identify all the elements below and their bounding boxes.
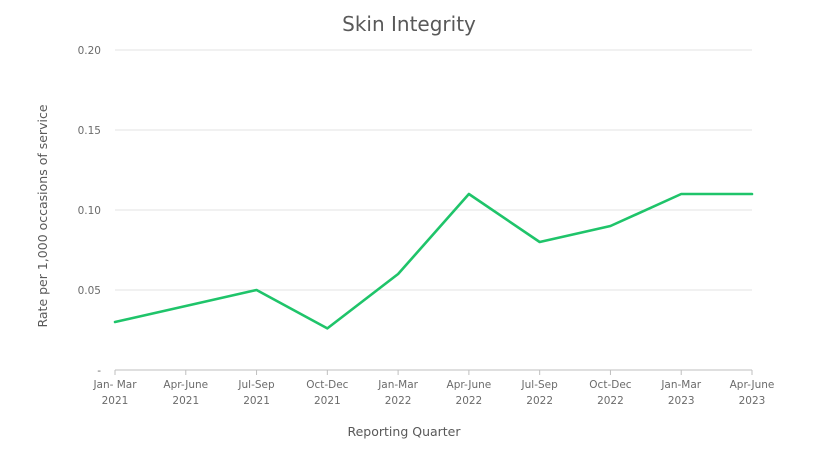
y-tick-label: 0.05 bbox=[78, 285, 101, 297]
y-axis-ticks: - 0.05 0.10 0.15 0.20 bbox=[78, 45, 102, 377]
x-tick-year: 2022 bbox=[456, 395, 483, 407]
data-point bbox=[325, 326, 329, 330]
x-tick-label: Jan-Mar 2022 bbox=[377, 379, 418, 407]
series-line bbox=[113, 192, 754, 330]
x-tick-label: Jan-Mar 2023 bbox=[660, 379, 701, 407]
data-point bbox=[396, 272, 400, 276]
x-tick-quarter: Apr-June bbox=[730, 379, 775, 391]
data-point bbox=[255, 288, 259, 292]
x-tick-year: 2021 bbox=[243, 395, 270, 407]
x-tick-quarter: Oct-Dec bbox=[306, 379, 348, 391]
x-tick-label: Jan- Mar 2021 bbox=[92, 379, 137, 407]
x-tick-quarter: Apr-June bbox=[447, 379, 492, 391]
x-tick-label: Apr-June 2023 bbox=[730, 379, 775, 407]
data-point bbox=[467, 192, 471, 196]
x-tick-quarter: Jul-Sep bbox=[521, 379, 559, 391]
x-tick-quarter: Oct-Dec bbox=[589, 379, 631, 391]
data-point bbox=[750, 192, 754, 196]
x-tick-label: Jul-Sep 2021 bbox=[237, 379, 275, 407]
x-tick-quarter: Jul-Sep bbox=[237, 379, 275, 391]
data-point bbox=[113, 320, 117, 324]
x-tick-year: 2023 bbox=[668, 395, 695, 407]
data-point bbox=[538, 240, 542, 244]
x-tick-year: 2021 bbox=[314, 395, 341, 407]
y-tick-label: 0.20 bbox=[78, 45, 101, 57]
data-point bbox=[608, 224, 612, 228]
x-tick-year: 2021 bbox=[172, 395, 199, 407]
y-tick-label: 0.10 bbox=[78, 205, 101, 217]
x-tick-year: 2023 bbox=[739, 395, 766, 407]
y-axis-label: Rate per 1,000 occasions of service bbox=[35, 104, 50, 327]
x-tick-quarter: Apr-June bbox=[163, 379, 208, 391]
series-layer bbox=[113, 192, 754, 330]
x-tick-quarter: Jan- Mar bbox=[92, 379, 137, 391]
x-tick-quarter: Jan-Mar bbox=[660, 379, 701, 391]
x-tick-year: 2022 bbox=[597, 395, 624, 407]
y-tick-label: - bbox=[97, 365, 101, 377]
data-point bbox=[184, 304, 188, 308]
x-tick-label: Jul-Sep 2022 bbox=[521, 379, 559, 407]
data-point bbox=[679, 192, 683, 196]
x-tick-year: 2022 bbox=[526, 395, 553, 407]
y-tick-label: 0.15 bbox=[78, 125, 101, 137]
x-tick-label: Oct-Dec 2022 bbox=[589, 379, 631, 407]
x-tick-year: 2021 bbox=[102, 395, 129, 407]
grid-lines bbox=[115, 49, 752, 291]
x-tick-label: Oct-Dec 2021 bbox=[306, 379, 348, 407]
x-tick-label: Apr-June 2021 bbox=[163, 379, 208, 407]
chart-title: Skin Integrity bbox=[342, 12, 476, 36]
x-tick-year: 2022 bbox=[385, 395, 412, 407]
x-axis-label: Reporting Quarter bbox=[347, 424, 461, 439]
x-tick-label: Apr-June 2022 bbox=[447, 379, 492, 407]
x-tick-quarter: Jan-Mar bbox=[377, 379, 418, 391]
